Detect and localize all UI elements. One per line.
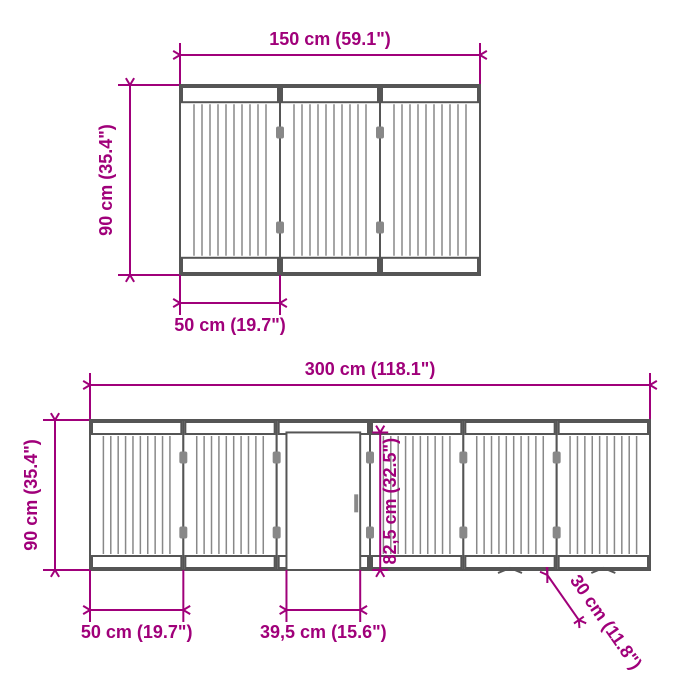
hinge-icon: [459, 527, 467, 539]
panel: [380, 85, 480, 275]
door: [286, 432, 360, 570]
door-width-label: 39,5 cm (15.6"): [260, 622, 387, 642]
hinge-icon: [179, 452, 187, 464]
hinge-icon: [553, 527, 561, 539]
top-height-label: 90 cm (35.4"): [96, 124, 116, 236]
hinge-icon: [376, 127, 384, 139]
hinge-icon: [459, 452, 467, 464]
hinge-icon: [366, 527, 374, 539]
top-diagram: 150 cm (59.1") 90 cm (35.4") 50 cm (19.7"): [96, 29, 487, 335]
door-height-label: 82,5 cm (32.5"): [380, 438, 400, 565]
top-width-label: 150 cm (59.1"): [269, 29, 391, 49]
bottom-diagram: 300 cm (118.1") 90 cm (35.4") 82,5 cm (32.…: [21, 359, 657, 673]
panel: [183, 420, 276, 570]
hinge-icon: [366, 452, 374, 464]
panel: [280, 85, 380, 275]
hinge-icon: [179, 527, 187, 539]
panel: [180, 85, 280, 275]
panel: [90, 420, 183, 570]
hinge-icon: [376, 222, 384, 234]
door-handle-icon: [354, 494, 358, 512]
bottom-panel-width-label: 50 cm (19.7"): [81, 622, 193, 642]
top-panel-width-label: 50 cm (19.7"): [174, 315, 286, 335]
bottom-width-label: 300 cm (118.1"): [305, 359, 436, 379]
hinge-icon: [273, 452, 281, 464]
bottom-height-label: 90 cm (35.4"): [21, 439, 41, 551]
hinge-icon: [273, 527, 281, 539]
panel: [557, 420, 650, 570]
panel: [463, 420, 556, 570]
hinge-icon: [276, 127, 284, 139]
hinge-icon: [553, 452, 561, 464]
hinge-icon: [276, 222, 284, 234]
